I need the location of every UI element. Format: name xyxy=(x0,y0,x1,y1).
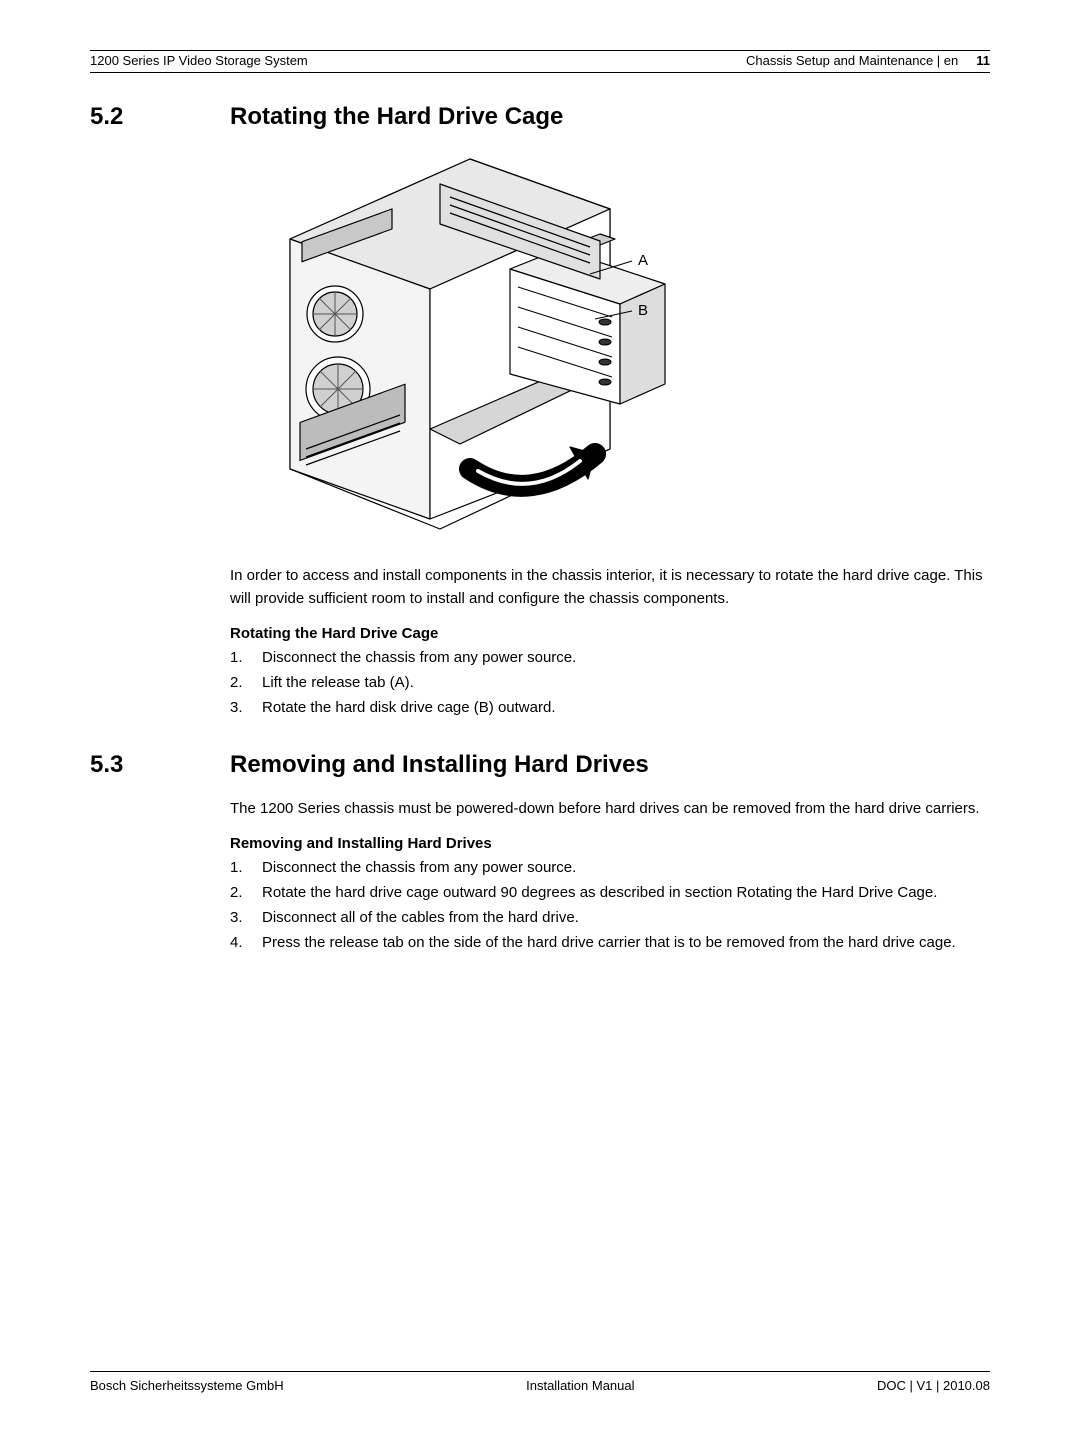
header-page-number: 11 xyxy=(976,53,990,68)
procedure-step: Disconnect the chassis from any power so… xyxy=(230,646,990,669)
section-intro: In order to access and install component… xyxy=(230,564,990,611)
figure-callout-label: A xyxy=(638,252,648,269)
procedure-step: Disconnect all of the cables from the ha… xyxy=(230,906,990,929)
header-rule-bottom xyxy=(90,72,990,73)
page-header: 1200 Series IP Video Storage System Chas… xyxy=(90,53,990,72)
footer-doc-id: DOC | V1 | 2010.08 xyxy=(877,1378,990,1393)
procedure-steps: Disconnect the chassis from any power so… xyxy=(230,646,990,720)
page-content: 5.2 Rotating the Hard Drive Cage xyxy=(90,103,990,977)
section-number: 5.2 xyxy=(90,103,230,741)
procedure-step: Press the release tab on the side of the… xyxy=(230,931,990,954)
section-5-3: 5.3 Removing and Installing Hard Drives … xyxy=(90,751,990,976)
section-number: 5.3 xyxy=(90,751,230,976)
header-chapter: Chassis Setup and Maintenance | en xyxy=(746,53,958,68)
section-intro: The 1200 Series chassis must be powered-… xyxy=(230,797,990,820)
section-5-2: 5.2 Rotating the Hard Drive Cage xyxy=(90,103,990,741)
section-title: Removing and Installing Hard Drives xyxy=(230,751,990,779)
page-footer: Bosch Sicherheitssysteme GmbH Installati… xyxy=(90,1371,990,1393)
chassis-figure: AB xyxy=(260,149,990,544)
procedure-step: Disconnect the chassis from any power so… xyxy=(230,856,990,879)
section-title: Rotating the Hard Drive Cage xyxy=(230,103,990,131)
procedure-steps: Disconnect the chassis from any power so… xyxy=(230,856,990,955)
procedure-step: Lift the release tab (A). xyxy=(230,671,990,694)
header-rule-top xyxy=(90,50,990,51)
footer-rule xyxy=(90,1371,990,1372)
footer-doc-type: Installation Manual xyxy=(526,1378,634,1393)
procedure-title: Removing and Installing Hard Drives xyxy=(230,835,990,852)
procedure-title: Rotating the Hard Drive Cage xyxy=(230,625,990,642)
footer-company: Bosch Sicherheitssysteme GmbH xyxy=(90,1378,284,1393)
procedure-step: Rotate the hard drive cage outward 90 de… xyxy=(230,881,990,904)
header-doc-title: 1200 Series IP Video Storage System xyxy=(90,53,308,68)
procedure-step: Rotate the hard disk drive cage (B) outw… xyxy=(230,696,990,719)
figure-callout-label: B xyxy=(638,302,648,319)
